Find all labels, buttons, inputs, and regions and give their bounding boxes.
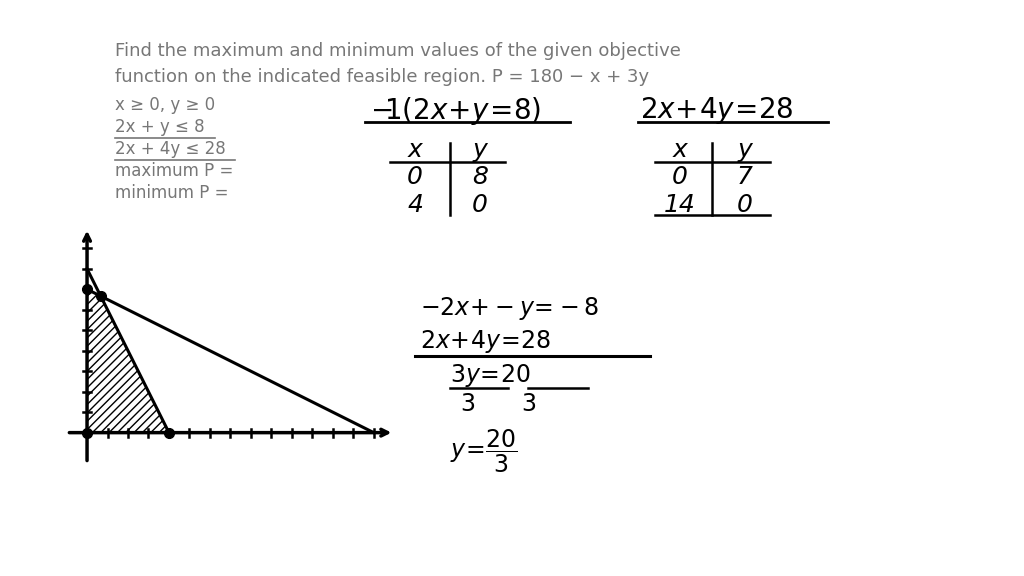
Text: $-2x\!+\!-y\!=\!-8$: $-2x\!+\!-y\!=\!-8$ (420, 295, 599, 322)
Text: 0: 0 (737, 193, 753, 217)
Text: 8: 8 (472, 165, 488, 189)
Text: 0: 0 (408, 165, 423, 189)
Text: 0: 0 (672, 165, 688, 189)
Text: 2x + 4y ≤ 28: 2x + 4y ≤ 28 (115, 140, 225, 158)
Text: 4: 4 (408, 193, 423, 217)
Text: $-\!\!1(2x\!+\!y\!=\!8)$: $-\!\!1(2x\!+\!y\!=\!8)$ (370, 95, 542, 127)
Text: function on the indicated feasible region. P = 180 − x + 3y: function on the indicated feasible regio… (115, 68, 649, 86)
Text: $2x\!+\!4y\!=\!28$: $2x\!+\!4y\!=\!28$ (420, 328, 551, 355)
Text: x: x (673, 138, 687, 162)
Text: maximum P =: maximum P = (115, 162, 233, 180)
Text: y: y (473, 138, 487, 162)
Text: 7: 7 (737, 165, 753, 189)
Text: 2x + y ≤ 8: 2x + y ≤ 8 (115, 118, 205, 136)
Text: $2x\!+\!4y\!=\!28$: $2x\!+\!4y\!=\!28$ (640, 95, 794, 126)
Text: 14: 14 (665, 193, 696, 217)
Text: $3\quad\quad 3$: $3\quad\quad 3$ (460, 392, 537, 416)
Text: y: y (737, 138, 753, 162)
Text: minimum P =: minimum P = (115, 184, 228, 202)
Text: Find the maximum and minimum values of the given objective: Find the maximum and minimum values of t… (115, 42, 681, 60)
Text: 0: 0 (472, 193, 488, 217)
Text: $y\!=\!\dfrac{20}{3}$: $y\!=\!\dfrac{20}{3}$ (450, 428, 518, 475)
Text: $3y\!=\!20$: $3y\!=\!20$ (450, 362, 530, 389)
Text: x ≥ 0, y ≥ 0: x ≥ 0, y ≥ 0 (115, 96, 215, 114)
Text: x: x (408, 138, 422, 162)
